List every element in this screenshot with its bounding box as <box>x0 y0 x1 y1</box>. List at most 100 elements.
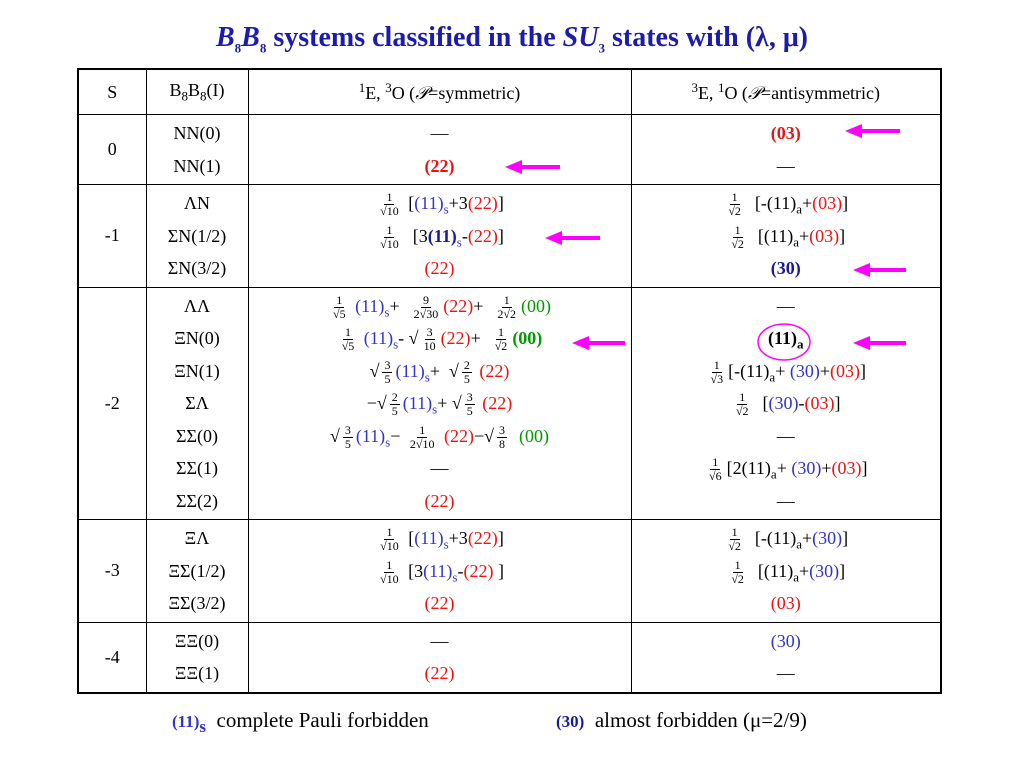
cell-line: ΣΛ <box>147 387 248 420</box>
fraction: 1 √10 <box>378 223 401 251</box>
subscript: 8 <box>259 40 267 56</box>
numerator: 1 <box>729 525 740 541</box>
cell-line: ΣN(3/2) <box>147 252 248 285</box>
text: −√ <box>366 393 387 413</box>
cell-line: — <box>632 657 941 690</box>
cell-line: ΞΣ(3/2) <box>147 587 248 620</box>
text: ] <box>497 193 504 213</box>
denominator: √10 <box>380 236 399 251</box>
fraction: 1 2√10 <box>408 423 437 451</box>
subscript: 8 <box>200 88 207 104</box>
cell-line: — <box>249 625 631 658</box>
text: NN(1) <box>173 155 221 176</box>
denominator: 5 <box>344 436 351 451</box>
text: (03) <box>804 393 835 413</box>
text: (22) <box>424 258 455 278</box>
text: + <box>776 458 792 478</box>
table-row: 0 NN(0) NN(1) — (22) (03) — <box>77 114 942 185</box>
text: + <box>799 225 810 246</box>
text: (22) <box>467 193 498 213</box>
subscript: s <box>443 201 449 217</box>
text: (22) <box>482 393 513 413</box>
text: (03) <box>830 360 860 381</box>
subscript: s <box>452 569 458 585</box>
text: (11) <box>427 225 457 246</box>
table-row: -1 ΛN ΣN(1/2) ΣN(3/2) 1 √10 [(11)s+3(22)] 1 √10… <box>77 184 942 288</box>
text: O ( <box>391 83 416 103</box>
numerator: 1 <box>710 455 721 471</box>
denominator: √2 <box>731 236 744 251</box>
text: =symmetric) <box>428 83 521 103</box>
denominator: √2 <box>731 571 744 586</box>
subscript: a <box>796 536 803 552</box>
denominator: √5 <box>341 339 355 354</box>
symmetric-cell: 1 √10 [(11)s+3(22)] 1 √10 [3(11)s-(22) ] (22… <box>247 519 632 623</box>
text: ΣΣ(0) <box>176 425 218 446</box>
text: +3 <box>448 193 468 213</box>
text: ] <box>860 360 866 381</box>
text: 0 <box>107 139 117 159</box>
numerator: 1 <box>384 557 395 573</box>
pairs-cell: ΞΛ ΞΣ(1/2) ΞΣ(3/2) <box>145 519 249 623</box>
cell-line: NN(0) <box>147 117 248 150</box>
subscript: s <box>393 336 399 352</box>
text: ΛΛ <box>183 295 211 316</box>
denominator: 5 <box>391 404 398 419</box>
text: (03) <box>809 225 840 246</box>
cell-line: 1 √10 [(11)s+3(22)] <box>249 187 631 220</box>
text: + <box>429 360 450 381</box>
subscript: a <box>770 466 777 482</box>
cell-line: (30) <box>632 252 941 285</box>
numerator: 1 <box>501 292 512 308</box>
numerator: 1 <box>384 190 395 206</box>
title: B8B8 systems classified in the SU3 state… <box>0 22 1024 57</box>
text: + <box>802 528 813 548</box>
text: =antisymmetric) <box>760 83 881 103</box>
numerator: 3 <box>497 422 508 438</box>
text: — <box>776 425 795 446</box>
text: + <box>775 360 790 381</box>
text: (30) <box>556 712 585 731</box>
text: [3 <box>403 560 424 581</box>
denominator: √2 <box>728 204 741 219</box>
superscript: 3 <box>691 80 698 95</box>
text: (22) <box>424 593 455 613</box>
text: (03) <box>812 193 843 213</box>
cell-line: 1 √5 (11)s+ 9 2√30 (22)+ 1 2√2 (00) <box>249 290 631 323</box>
table-row: -3 ΞΛ ΞΣ(1/2) ΞΣ(3/2) 1 √10 [(11)s+3(22)] 1 √10… <box>77 519 942 623</box>
fraction: 1 √10 <box>378 191 401 218</box>
numerator: 3 <box>342 422 353 438</box>
text: (11) <box>402 393 433 413</box>
text: [2(11) <box>726 458 771 478</box>
text: (22) <box>463 560 494 581</box>
cell-line: ΞΞ(0) <box>147 625 248 658</box>
text: ] <box>834 393 841 413</box>
text: ] <box>839 560 846 581</box>
pairs-cell: NN(0) NN(1) <box>145 114 249 185</box>
cell-line: (03) <box>632 587 941 620</box>
denominator: √10 <box>380 571 399 586</box>
text: √ <box>451 393 462 413</box>
cell-line: 1 √6 [2(11)a+ (30)+(03)] <box>632 452 941 485</box>
subscript: s <box>199 717 207 737</box>
text: - <box>398 328 409 348</box>
text: B <box>188 79 201 100</box>
text: [(11) <box>748 225 794 246</box>
text: O ( <box>724 83 748 103</box>
fraction: 1 √2 <box>726 526 743 553</box>
symmetric-cell: — (22) <box>247 114 632 185</box>
text: E, <box>697 83 718 103</box>
text: — <box>430 458 449 478</box>
cell-line: ΞN(1) <box>147 355 248 388</box>
antisymmetric-cell: 1 √2 [-(11)a+(30)] 1 √2 [(11)a+(30)] (03) <box>630 519 942 623</box>
header-cell: 1E, 3O (𝒫=symmetric) <box>247 68 632 115</box>
text: (03) <box>770 593 801 613</box>
text: [-(11) <box>745 193 797 213</box>
text: (22) <box>424 155 455 176</box>
text: +3 <box>448 528 468 548</box>
text: [ <box>403 528 415 548</box>
text: — <box>430 630 449 651</box>
text: ΣΣ(2) <box>176 490 218 511</box>
